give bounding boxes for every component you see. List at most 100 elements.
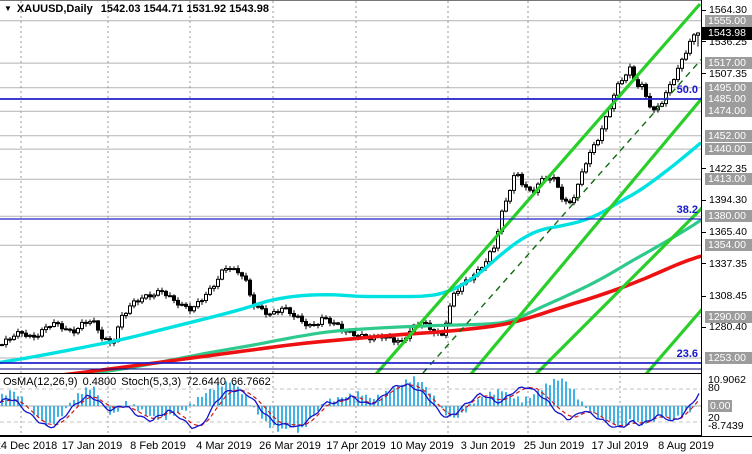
candle-up: [396, 340, 400, 343]
price-tick-label: 1507.35: [709, 67, 747, 80]
candle-down: [528, 186, 532, 191]
candle-up: [232, 268, 236, 271]
candle-up: [692, 34, 696, 42]
candle-down: [104, 338, 108, 341]
candle-down: [172, 295, 176, 301]
candle-up: [688, 40, 692, 54]
candle-down: [20, 331, 24, 334]
candle-up: [308, 324, 312, 327]
osma-label: OsMA(12,26,9): [3, 376, 78, 388]
candle-up: [592, 144, 596, 153]
candle-up: [52, 322, 56, 328]
candle-down: [324, 317, 328, 320]
fib-level-label-38: 38.2: [676, 204, 698, 216]
ma-fast-cyan: [0, 141, 701, 365]
price-level-label: 1253.00: [705, 352, 752, 364]
candle-down: [72, 329, 76, 334]
candle-down: [136, 300, 140, 303]
candle-down: [60, 323, 64, 330]
stochastic-lines: [0, 383, 700, 430]
symbol-dropdown-icon[interactable]: ▼: [4, 4, 12, 13]
candle-down: [260, 305, 264, 310]
candle-up: [120, 314, 124, 328]
candle-up: [4, 338, 8, 346]
candle-down: [188, 305, 192, 312]
candle-up: [576, 183, 580, 199]
stoch-label: Stoch(5,3,3): [121, 376, 182, 388]
candle-up: [140, 297, 144, 303]
date-label: 26 Mar 2019: [259, 440, 321, 452]
candle-up: [600, 128, 604, 142]
candle-up: [80, 321, 84, 330]
price-tick-label: 1280.40: [709, 321, 747, 334]
candle-up: [588, 152, 592, 165]
candle-up: [552, 177, 556, 180]
candle-up: [604, 116, 608, 130]
candle-up: [616, 83, 620, 96]
candle-up: [444, 322, 448, 336]
tick-mark: [702, 168, 706, 170]
candle-down: [636, 79, 640, 87]
candle-up: [452, 292, 456, 307]
candle-down: [84, 321, 88, 324]
price-level-label: 1555.00: [705, 14, 752, 27]
candle-down: [244, 275, 248, 281]
candle-up: [280, 307, 284, 313]
candle-down: [264, 308, 268, 315]
candle-up: [548, 178, 552, 181]
price-level-label: 1495.00: [705, 81, 752, 94]
candle-up: [584, 163, 588, 173]
candle-up: [680, 58, 684, 69]
candle-down: [176, 299, 180, 306]
price-axis[interactable]: 10.9062 80 0.00 20 -8.7439 1564.30 1536.2…: [701, 0, 752, 436]
price-tick-label: 1365.40: [709, 226, 747, 239]
candle-down: [312, 324, 316, 326]
time-axis[interactable]: 24 Dec 2018 17 Jan 2019 8 Feb 2019 4 Mar 20…: [0, 436, 752, 454]
tick-mark: [702, 263, 706, 265]
date-label: 8 Feb 2019: [130, 440, 186, 452]
candle-down: [392, 337, 396, 343]
candle-up: [16, 331, 20, 337]
candle-down: [648, 95, 652, 108]
fib-level-label-50: 50.0: [676, 84, 698, 96]
candle-up: [256, 305, 260, 308]
candle-up: [132, 300, 136, 307]
candle-down: [292, 313, 296, 318]
candle-down: [96, 320, 100, 331]
date-label: 17 Jul 2019: [591, 440, 649, 452]
candle-down: [64, 328, 68, 331]
candle-down: [336, 322, 340, 325]
price-level-label: 1452.00: [705, 129, 752, 142]
candle-up: [492, 247, 496, 253]
candle-up: [196, 301, 200, 308]
candlestick-series: [0, 32, 700, 348]
current-price-label: 1543.98: [702, 26, 752, 40]
stoch-k-line: [0, 383, 700, 430]
candle-up: [516, 173, 520, 177]
tick-mark: [702, 9, 706, 11]
candle-up: [0, 344, 4, 347]
price-level-label: 1290.00: [705, 310, 752, 323]
candle-wicks: [1, 32, 699, 348]
date-label: 4 Mar 2019: [196, 440, 252, 452]
price-level-label: 1517.00: [705, 57, 752, 70]
candle-up: [208, 287, 212, 295]
symbol-name: XAUUSD,Daily: [16, 3, 93, 15]
stoch-d-value: 66.7662: [230, 376, 271, 388]
candle-down: [652, 106, 656, 111]
candle-down: [248, 279, 252, 296]
ma-medium-green: [86, 219, 701, 373]
stoch-d-line: [0, 384, 700, 427]
candle-up: [212, 285, 216, 289]
price-tick-label: 1337.35: [709, 257, 747, 270]
candle-up: [496, 231, 500, 249]
candle-down: [568, 200, 572, 204]
candle-up: [204, 293, 208, 301]
date-label: 25 Jun 2019: [523, 440, 585, 452]
candle-up: [152, 294, 156, 298]
candle-up: [640, 83, 644, 88]
candle-down: [236, 268, 240, 274]
trendlines: [374, 2, 701, 373]
